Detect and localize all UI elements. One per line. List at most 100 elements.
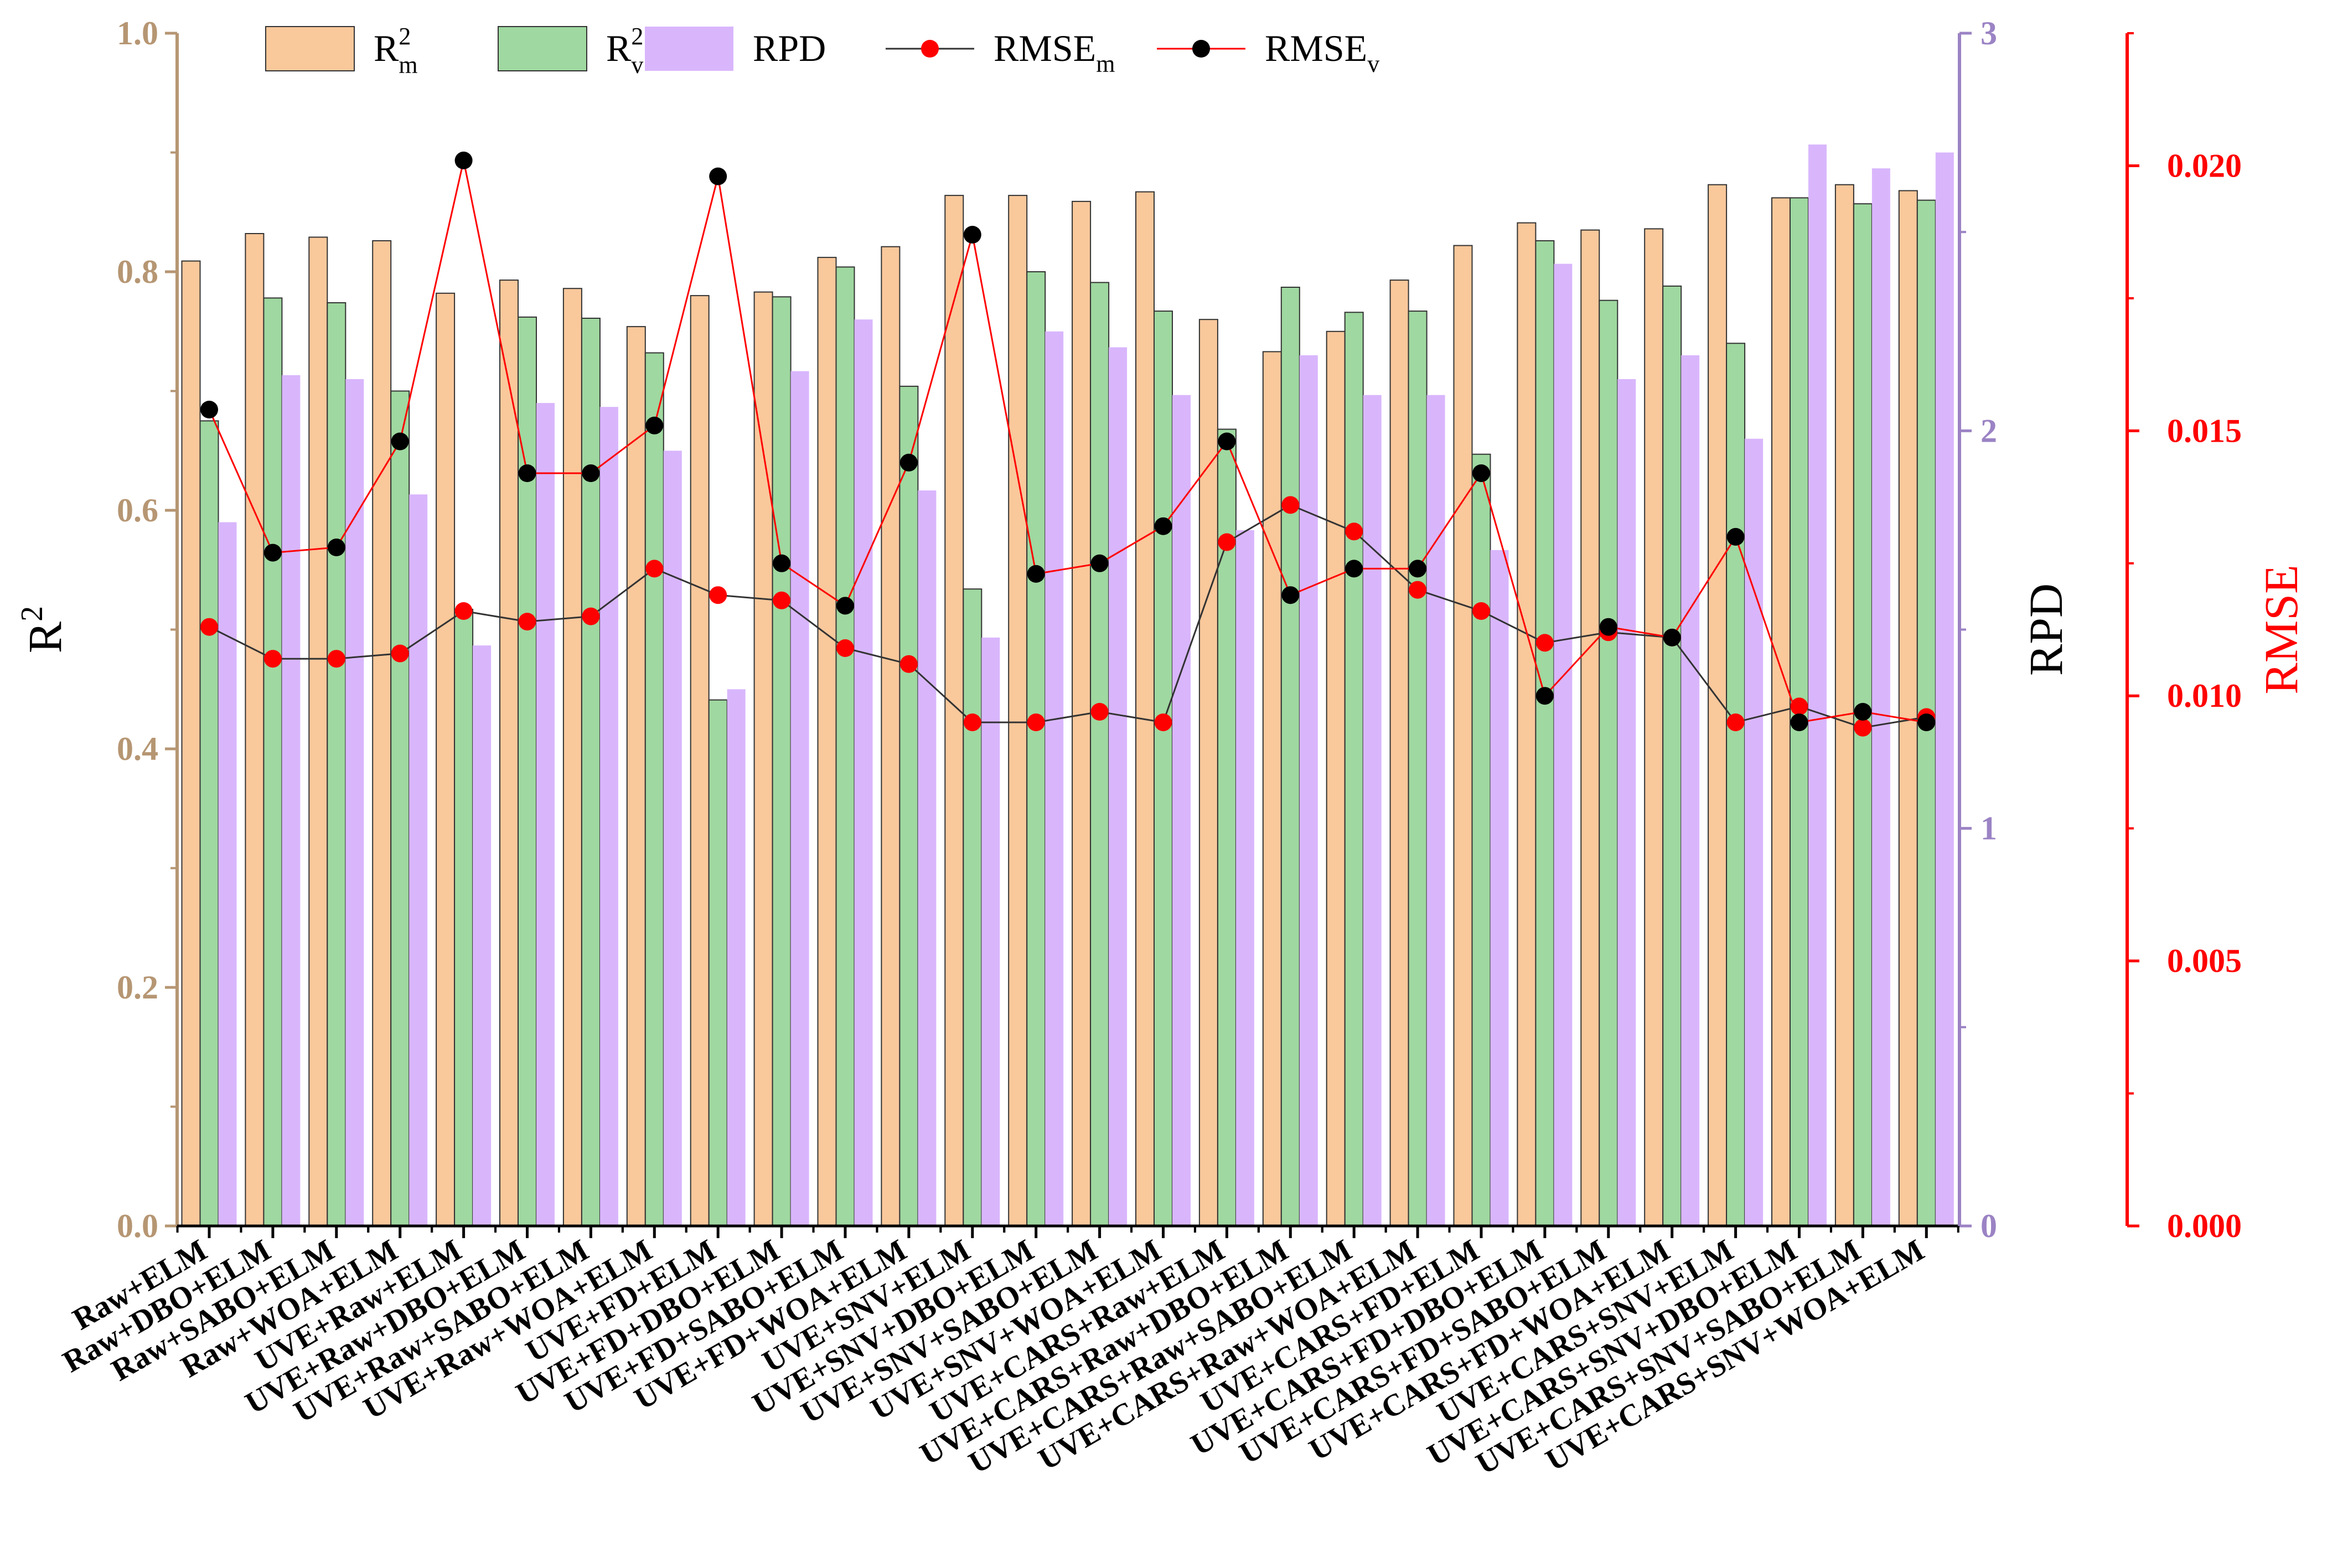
point-rmsev-21 <box>1535 687 1554 705</box>
point-rmsev-7 <box>645 416 664 434</box>
point-rmsem-15 <box>1154 713 1172 732</box>
point-rmsem-1 <box>263 650 282 668</box>
legend-label-main: RMSE <box>1265 27 1367 69</box>
legend-label-r2v: R2 v <box>606 23 643 79</box>
legend-label-main: RMSE <box>994 27 1096 69</box>
point-rmsev-18 <box>1345 560 1363 578</box>
bar-r2v-1 <box>263 297 283 1227</box>
bar-r2m-3 <box>372 240 392 1227</box>
bar-rpd-1 <box>282 375 301 1226</box>
legend-label-rpd: RPD <box>753 27 826 69</box>
bar-r2v-22 <box>1599 299 1618 1227</box>
point-rmsev-13 <box>1027 565 1045 583</box>
bar-r2v-8 <box>708 699 728 1227</box>
point-rmsev-12 <box>963 226 981 244</box>
bar-r2v-21 <box>1535 240 1555 1227</box>
bar-rpd-12 <box>981 637 1000 1226</box>
legend-label-sup: 2 <box>399 23 411 50</box>
bar-r2v-2 <box>327 302 347 1227</box>
bar-r2m-20 <box>1453 245 1473 1227</box>
bar-rpd-6 <box>599 407 618 1227</box>
bar-r2m-10 <box>817 257 837 1227</box>
bar-r2v-17 <box>1280 287 1300 1227</box>
bar-r2m-27 <box>1898 190 1918 1227</box>
line-rmsev <box>208 160 1927 723</box>
bar-r2v-9 <box>772 296 792 1227</box>
point-rmsem-4 <box>454 602 473 620</box>
bar-rpd-0 <box>218 522 237 1226</box>
bar-r2v-0 <box>199 420 219 1227</box>
point-rmsev-11 <box>899 453 918 472</box>
bar-r2v-10 <box>835 266 855 1227</box>
r2-title-sup: 2 <box>15 606 49 622</box>
rmse-tick-label: 0.020 <box>2167 147 2242 184</box>
point-rmsev-9 <box>773 554 791 572</box>
point-rmsev-1 <box>263 544 282 562</box>
bar-r2m-19 <box>1389 280 1409 1227</box>
bar-r2m-7 <box>626 326 646 1227</box>
bar-rpd-14 <box>1109 347 1128 1226</box>
bar-r2m-4 <box>436 292 456 1227</box>
r2-tick-label: 0.8 <box>117 253 158 290</box>
point-rmsev-3 <box>391 432 409 451</box>
legend-label-sub: m <box>399 51 417 79</box>
bar-r2v-18 <box>1344 312 1364 1227</box>
bar-r2m-18 <box>1326 330 1346 1227</box>
point-rmsem-2 <box>327 650 345 668</box>
bar-r2m-5 <box>499 280 519 1227</box>
point-rmsem-6 <box>582 607 600 625</box>
rmse-tick-label: 0.010 <box>2167 677 2242 714</box>
point-rmsev-27 <box>1917 713 1936 732</box>
bar-r2v-15 <box>1154 311 1173 1227</box>
legend-label-r2m: R2 m <box>374 23 418 79</box>
bar-r2m-6 <box>562 288 582 1227</box>
point-rmsem-9 <box>773 591 791 609</box>
bar-r2v-23 <box>1662 285 1682 1227</box>
bar-rpd-19 <box>1426 395 1445 1227</box>
legend-marker-rmsev <box>1192 40 1210 58</box>
point-rmsev-19 <box>1409 560 1427 578</box>
point-rmsev-14 <box>1090 554 1109 572</box>
legend-swatch-rpd <box>645 27 733 71</box>
bar-r2m-23 <box>1644 228 1664 1227</box>
rmse-axis-title: RMSE <box>2254 565 2308 694</box>
bar-r2v-13 <box>1026 271 1046 1227</box>
r2-title-main: R <box>18 621 71 653</box>
bar-r2v-11 <box>899 385 919 1227</box>
legend-label-main: R <box>374 27 399 69</box>
bar-r2v-7 <box>644 352 664 1227</box>
rpd-tick-label: 0 <box>1980 1208 1997 1244</box>
point-rmsem-14 <box>1090 703 1109 721</box>
bar-r2v-16 <box>1217 428 1237 1227</box>
point-rmsev-6 <box>582 464 600 482</box>
point-rmsem-16 <box>1218 533 1236 551</box>
bar-r2v-20 <box>1471 453 1491 1227</box>
point-rmsem-3 <box>391 644 409 663</box>
bar-rpd-27 <box>1935 152 1954 1226</box>
bar-rpd-21 <box>1554 263 1573 1227</box>
point-rmsev-17 <box>1281 586 1300 604</box>
bar-r2m-13 <box>1008 195 1028 1227</box>
bar-rpd-2 <box>345 379 364 1226</box>
legend-label-rmsem: RMSEm <box>994 27 1115 77</box>
rpd-tick-label: 1 <box>1980 810 1997 847</box>
bar-r2m-1 <box>245 233 265 1227</box>
point-rmsev-0 <box>200 401 218 418</box>
bar-r2m-8 <box>690 295 710 1227</box>
rpd-axis-title: RPD <box>2019 583 2072 676</box>
bar-r2v-12 <box>963 588 982 1227</box>
point-rmsem-10 <box>836 639 854 657</box>
bar-r2m-26 <box>1834 184 1854 1227</box>
bar-rpd-16 <box>1235 530 1254 1226</box>
bar-r2m-16 <box>1198 319 1218 1227</box>
point-rmsev-5 <box>518 464 536 482</box>
legend-label-rmsev: RMSEv <box>1265 27 1379 77</box>
point-rmsem-7 <box>645 560 664 578</box>
point-rmsev-8 <box>709 167 727 185</box>
legend-label-main: RPD <box>753 27 826 69</box>
point-rmsem-11 <box>899 655 918 673</box>
bar-r2m-15 <box>1135 191 1155 1227</box>
bar-rpd-4 <box>473 645 492 1226</box>
legend-swatch-r2m <box>265 26 355 71</box>
legend-label-sup: 2 <box>631 23 643 50</box>
